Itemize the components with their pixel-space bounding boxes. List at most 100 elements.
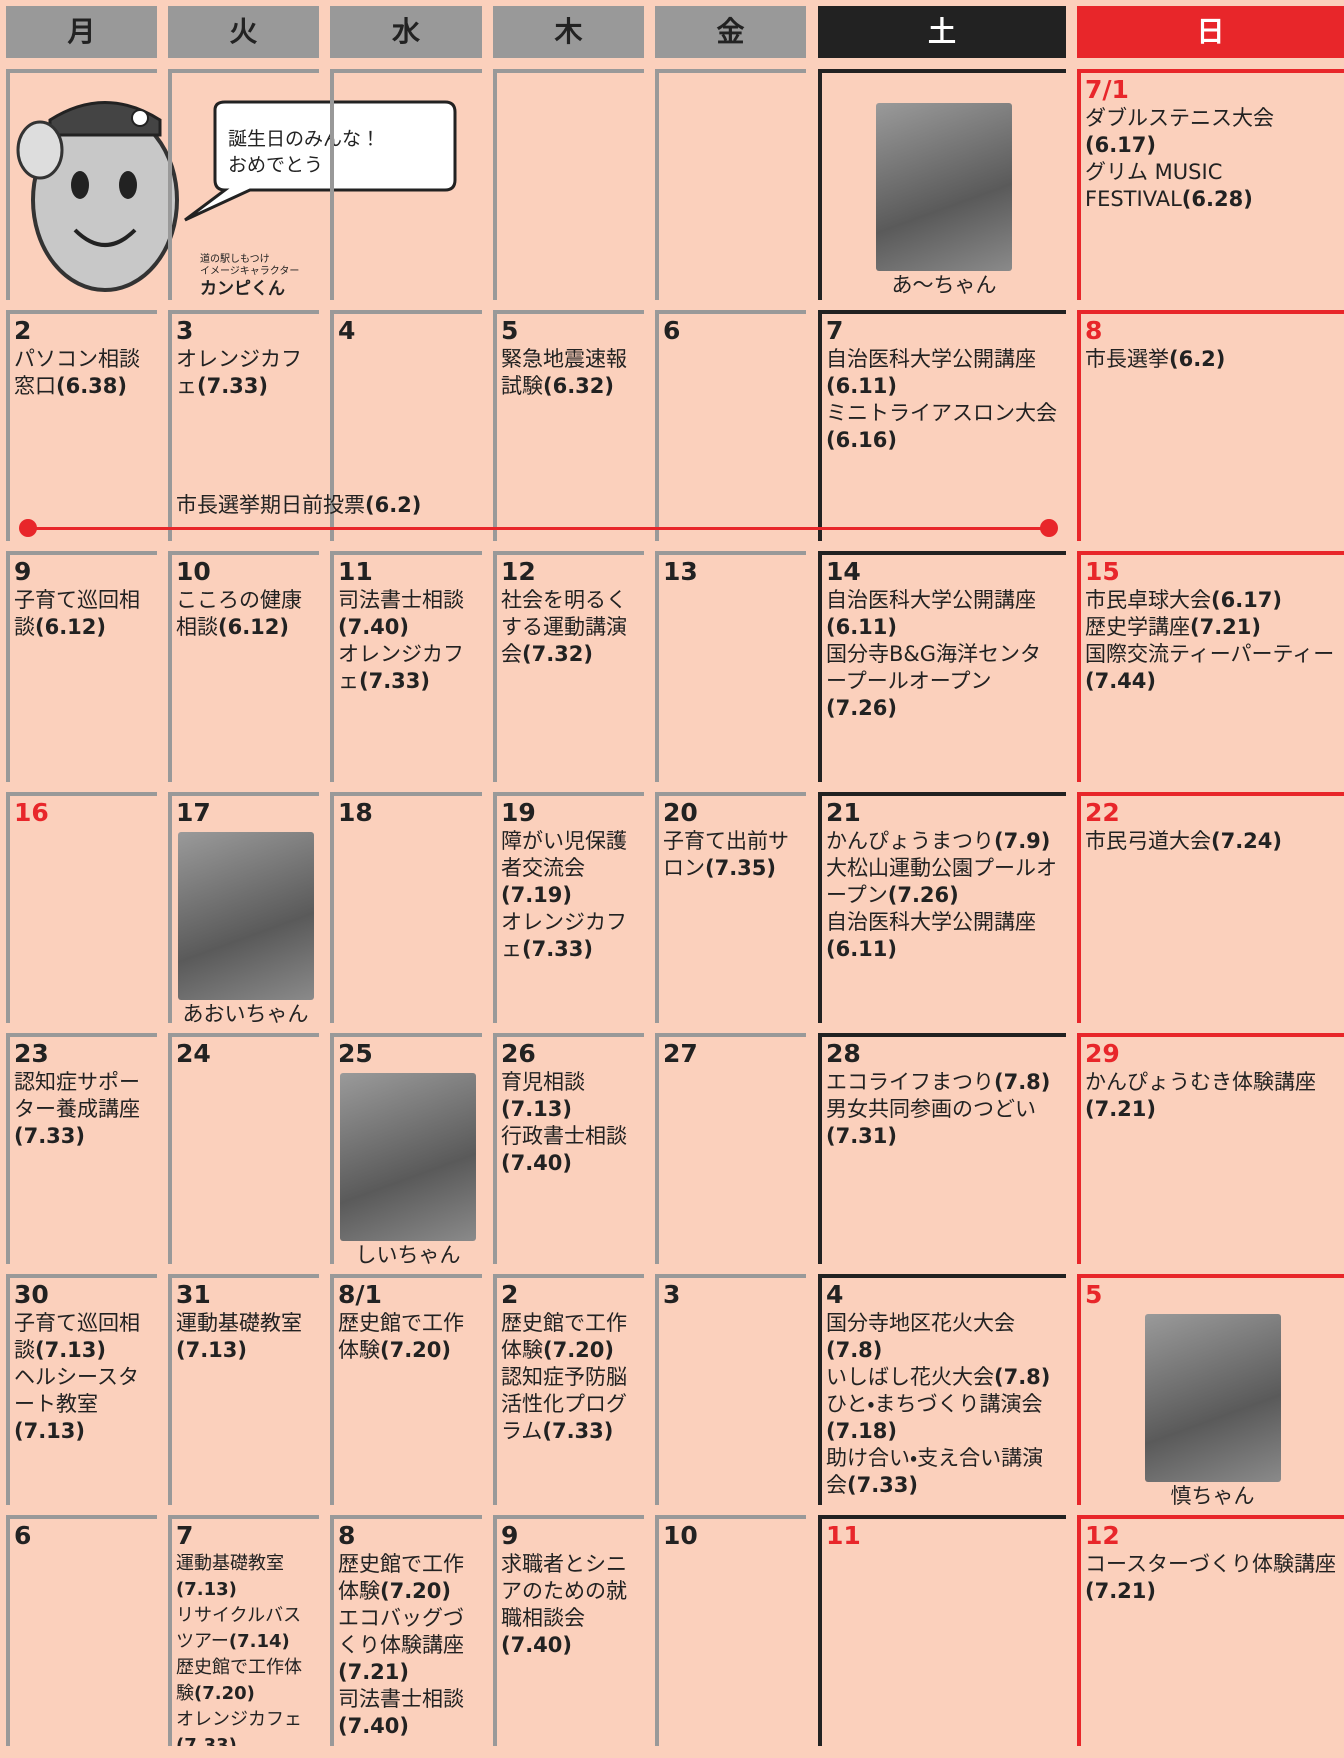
event-page-ref: (7.40)	[501, 1151, 573, 1175]
date: 2	[14, 316, 32, 345]
day-cell: 18	[330, 792, 482, 1023]
event: オレンジカフェ(7.33)	[501, 909, 640, 963]
event-page-ref: (7.8)	[994, 1070, 1051, 1094]
photo-caption: 慎ちゃん	[1170, 1484, 1255, 1505]
date: 15	[1085, 557, 1120, 586]
date: 20	[663, 798, 698, 827]
event-page-ref: (7.19)	[501, 883, 573, 907]
event: 市長選挙(6.2)	[1085, 346, 1340, 373]
day-cell: 30 子育て巡回相談(7.13) ヘルシースタート教室(7.13)	[6, 1274, 157, 1505]
date: 26	[501, 1039, 536, 1068]
banner-text: 市長選挙期日前投票(6.2)	[176, 492, 421, 519]
day-cell	[6, 69, 157, 300]
date: 19	[501, 798, 536, 827]
event: 歴史館で工作体験(7.20)	[176, 1655, 315, 1707]
event: 緊急地震速報試験(6.32)	[501, 346, 640, 400]
event: 育児相談 (7.13)	[501, 1069, 640, 1123]
event-title: 自治医科大学公開講座	[826, 588, 1036, 612]
event-title: 司法書士相談	[338, 588, 464, 612]
day-cell: 12 社会を明るくする運動講演会(7.32)	[493, 551, 644, 782]
event-page-ref: (7.13)	[501, 1097, 573, 1121]
event: 社会を明るくする運動講演会(7.32)	[501, 587, 640, 668]
day-cell: 15 市民卓球大会(6.17) 歴史学講座(7.21) 国際交流ティーパーティー(7.…	[1077, 551, 1344, 782]
speech-line: おめでとう	[228, 154, 324, 176]
event-title: パソコン相談窓口	[14, 347, 140, 398]
event: オレンジカフェ(7.33)	[176, 346, 315, 400]
banner-dot	[19, 519, 37, 537]
event: 国分寺地区花火大会 (7.8)	[826, 1310, 1062, 1364]
day-cell	[493, 69, 644, 300]
event: 子育て出前サロン(7.35)	[663, 828, 802, 882]
day-cell: 20 子育て出前サロン(7.35)	[655, 792, 806, 1023]
event-title: いしばし花火大会	[826, 1365, 994, 1389]
event: グリム MUSIC FESTIVAL(6.28)	[1085, 159, 1340, 213]
date: 5	[1085, 1280, 1103, 1309]
weekday-header: 金	[655, 6, 806, 58]
date: 16	[14, 798, 49, 827]
photo	[177, 832, 314, 1000]
event-page-ref: (7.13)	[35, 1338, 107, 1362]
event-page-ref: (7.33)	[542, 1419, 614, 1443]
date: 5	[501, 316, 519, 345]
date: 6	[663, 316, 681, 345]
event-title: ミニトライアスロン大会	[826, 401, 1057, 425]
day-cell: 11 司法書士相談(7.40) オレンジカフェ(7.33)	[330, 551, 482, 782]
event-page-ref: (7.20)	[543, 1338, 615, 1362]
date: 18	[338, 798, 373, 827]
event-page-ref: (7.18)	[826, 1419, 898, 1443]
day-cell: 13	[655, 551, 806, 782]
event-page-ref: (6.32)	[543, 374, 615, 398]
event: 運動基礎教室 (7.13)	[176, 1310, 315, 1364]
banner-dot	[1040, 519, 1058, 537]
event: 自治医科大学公開講座 (6.11)	[826, 587, 1062, 641]
date: 21	[826, 798, 861, 827]
event: 助け合い・支え合い講演会(7.33)	[826, 1445, 1062, 1499]
banner-page-ref: (6.2)	[365, 493, 422, 517]
event: 男女共同参画のつどい (7.31)	[826, 1096, 1062, 1150]
event-title: 市民卓球大会	[1085, 588, 1211, 612]
day-cell: 3	[655, 1274, 806, 1505]
event-page-ref: (6.17)	[1085, 133, 1157, 157]
event-title: 子育て巡回相談	[14, 1311, 140, 1362]
day-cell: 17 あおいちゃん	[168, 792, 319, 1023]
caption-line: 道の駅しもつけ	[200, 254, 270, 265]
event: 司法書士相談 (7.40)	[338, 1686, 478, 1740]
event-page-ref: (7.33)	[14, 1124, 86, 1148]
date: 4	[338, 316, 356, 345]
event: 歴史学講座(7.21)	[1085, 614, 1340, 641]
event-page-ref: (7.21)	[1085, 1579, 1157, 1603]
event: ヘルシースタート教室 (7.13)	[14, 1364, 153, 1445]
event-title: オレンジカフェ	[338, 642, 464, 693]
event: オレンジカフェ(7.33)	[338, 641, 478, 695]
date: 29	[1085, 1039, 1120, 1068]
date: 7	[176, 1521, 194, 1550]
event: 子育て巡回相談(7.13)	[14, 1310, 153, 1364]
event: 行政書士相談 (7.40)	[501, 1123, 640, 1177]
event: 自治医科大学公開講座 (6.11)	[826, 346, 1062, 400]
event-title: 歴史学講座	[1085, 615, 1190, 639]
day-cell: 31 運動基礎教室 (7.13)	[168, 1274, 319, 1505]
event-page-ref: (6.28)	[1181, 187, 1253, 211]
event: かんぴょうまつり(7.9)	[826, 828, 1062, 855]
photo	[340, 1073, 476, 1241]
day-cell: 19 障がい児保護者交流会(7.19) オレンジカフェ(7.33)	[493, 792, 644, 1023]
event: エコライフまつり(7.8)	[826, 1069, 1062, 1096]
event: 認知症予防脳活性化プログラム(7.33)	[501, 1364, 640, 1445]
event-title: ダブルステニス大会	[1085, 106, 1274, 130]
weekday-header: 水	[330, 6, 482, 58]
event: 歴史館で工作体験(7.20)	[338, 1310, 478, 1364]
banner-line	[28, 527, 1049, 530]
event-page-ref: (7.31)	[826, 1124, 898, 1148]
event-title: 運動基礎教室	[176, 1311, 302, 1335]
day-cell: 9 求職者とシニアのための就職相談会 (7.40)	[493, 1515, 644, 1746]
weekday-header: 月	[6, 6, 157, 58]
weekday-header: 日	[1077, 6, 1344, 58]
event-page-ref: (7.35)	[705, 856, 777, 880]
event-page-ref: (7.33)	[847, 1473, 919, 1497]
event-title: かんぴょうまつり	[826, 829, 994, 853]
event-page-ref: (7.14)	[228, 1631, 290, 1652]
day-cell: 22 市民弓道大会(7.24)	[1077, 792, 1344, 1023]
event-title: グリム MUSIC FESTIVAL	[1085, 160, 1223, 211]
day-cell: 6	[655, 310, 806, 541]
day-cell: 24	[168, 1033, 319, 1264]
